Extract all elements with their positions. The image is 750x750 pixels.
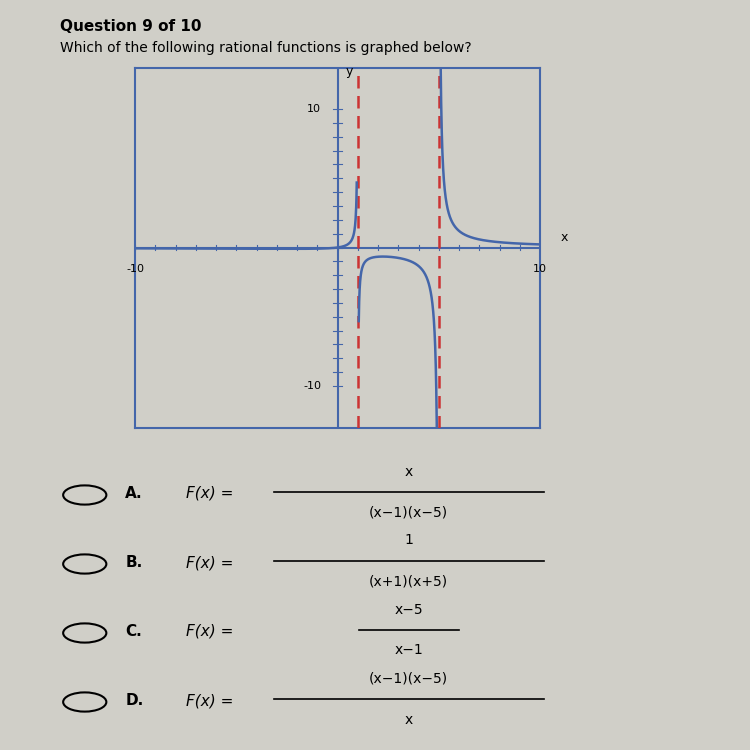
Text: -10: -10 — [303, 381, 321, 391]
Text: F(x) =: F(x) = — [186, 486, 233, 501]
Text: -10: -10 — [126, 264, 144, 274]
Text: F(x) =: F(x) = — [186, 693, 233, 708]
Text: Which of the following rational functions is graphed below?: Which of the following rational function… — [60, 41, 472, 56]
Text: x: x — [405, 712, 412, 727]
Text: C.: C. — [125, 624, 142, 639]
Text: y: y — [346, 64, 353, 78]
Text: F(x) =: F(x) = — [186, 624, 233, 639]
Text: (x−1)(x−5): (x−1)(x−5) — [369, 671, 448, 686]
Text: 10: 10 — [533, 264, 547, 274]
Text: (x+1)(x+5): (x+1)(x+5) — [369, 574, 448, 589]
Text: x: x — [405, 464, 412, 478]
Text: x−5: x−5 — [394, 602, 423, 616]
Text: x: x — [560, 230, 568, 244]
Text: F(x) =: F(x) = — [186, 555, 233, 570]
Text: D.: D. — [125, 693, 143, 708]
Text: x−1: x−1 — [394, 644, 423, 658]
Text: A.: A. — [125, 486, 142, 501]
Text: 10: 10 — [308, 104, 321, 114]
Text: 1: 1 — [404, 533, 413, 548]
Text: B.: B. — [125, 555, 142, 570]
Text: Question 9 of 10: Question 9 of 10 — [60, 19, 202, 34]
Text: (x−1)(x−5): (x−1)(x−5) — [369, 506, 448, 520]
